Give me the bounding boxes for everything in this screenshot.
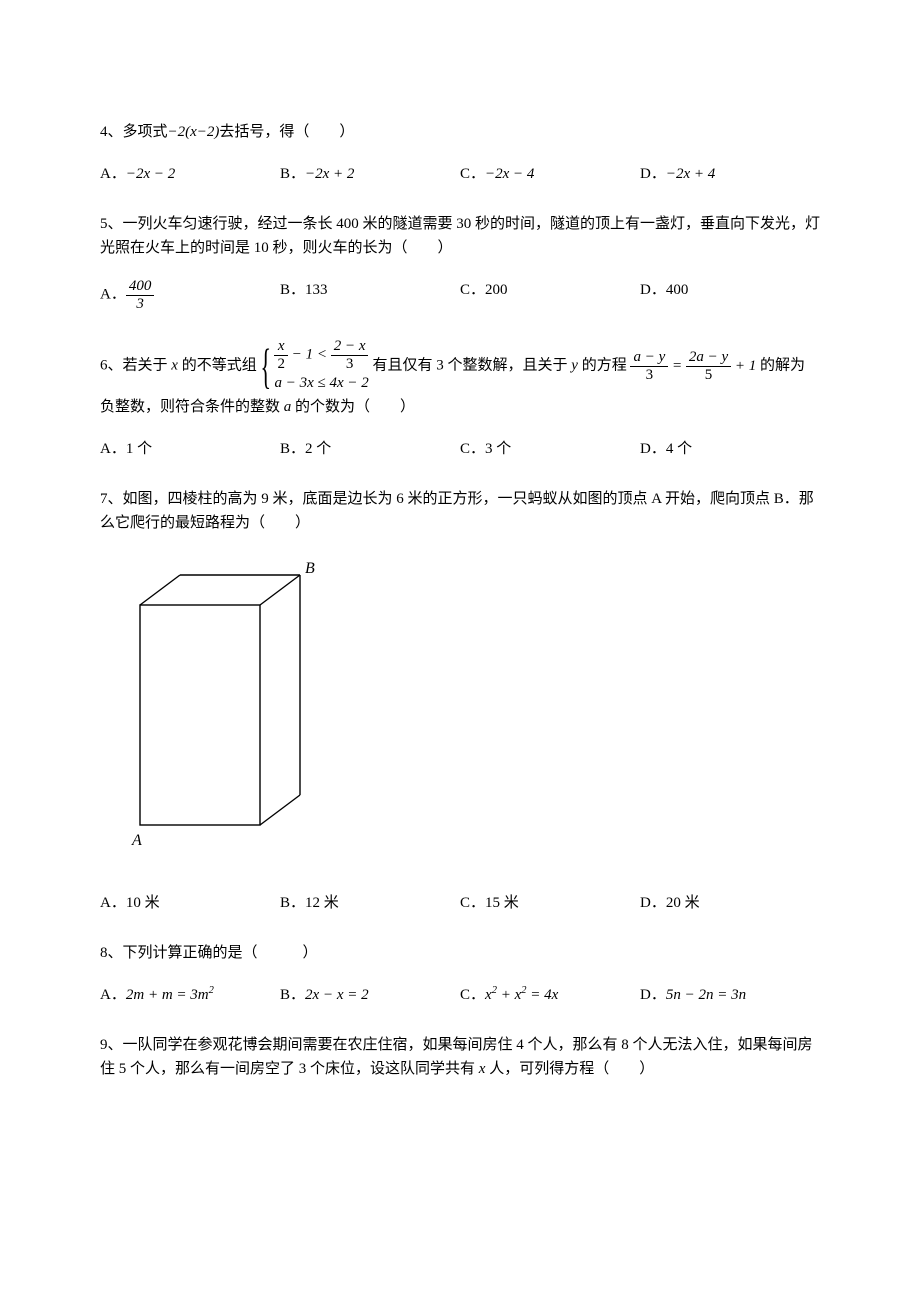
q6-eq-tail: + 1 <box>731 358 756 374</box>
q8-option-d: D．5n − 2n = 3n <box>640 983 820 1007</box>
q5-b-label: B． <box>280 282 305 298</box>
q6-mid3: 的方程 <box>578 358 627 374</box>
q5-stem: 5、一列火车匀速行驶，经过一条长 400 米的隧道需要 30 秒的时间，隧道的顶… <box>100 212 820 260</box>
q5-option-d: D．400 <box>640 278 820 312</box>
q6-option-a: A．1 个 <box>100 437 280 461</box>
q4-option-b: B．−2x + 2 <box>280 162 460 186</box>
q8-b-expr: 2x − x = 2 <box>305 987 369 1003</box>
q4-b-label: B． <box>280 166 305 182</box>
q4-option-d: D．−2x + 4 <box>640 162 820 186</box>
q5-d-label: D． <box>640 282 666 298</box>
q6-r1-rnum: 2 − x <box>331 338 369 356</box>
q4-stem-post: 去括号，得（ ） <box>219 124 354 140</box>
question-5: 5、一列火车匀速行驶，经过一条长 400 米的隧道需要 30 秒的时间，隧道的顶… <box>100 212 820 312</box>
q6-mid2: 有且仅有 3 个整数解，且关于 <box>373 358 572 374</box>
q8-c-label: C． <box>460 987 485 1003</box>
q6-y: y <box>571 358 578 374</box>
q6-stem: 6、若关于 x 的不等式组 x2 − 1 < 2 − x3 a − 3x ≤ 4… <box>100 338 820 419</box>
q6-options: A．1 个 B．2 个 C．3 个 D．4 个 <box>100 437 820 461</box>
q4-a-expr: −2x − 2 <box>126 166 175 182</box>
q8-stem: 8、下列计算正确的是（ ） <box>100 941 820 965</box>
q8-c-expr: x2 + x2 = 4x <box>485 987 558 1003</box>
q8-options: A．2m + m = 3m2 B．2x − x = 2 C．x2 + x2 = … <box>100 983 820 1007</box>
q7-figure: B A <box>120 555 800 863</box>
q6-option-b: B．2 个 <box>280 437 460 461</box>
q5-a-label: A． <box>100 286 126 302</box>
q8-option-c: C．x2 + x2 = 4x <box>460 983 640 1007</box>
q4-b-expr: −2x + 2 <box>305 166 354 182</box>
q5-d-val: 400 <box>666 282 689 298</box>
question-8: 8、下列计算正确的是（ ） A．2m + m = 3m2 B．2x − x = … <box>100 941 820 1007</box>
q6-r1-lnum: x <box>274 338 288 356</box>
q9-pre: 9、一队同学在参观花博会期间需要在农庄住宿，如果每间房住 4 个人，那么有 8 … <box>100 1037 813 1077</box>
q5-option-c: C．200 <box>460 278 640 312</box>
q6-end: 的个数为（ ） <box>291 399 415 415</box>
q6-r1-rden: 3 <box>331 356 369 373</box>
q8-option-b: B．2x − x = 2 <box>280 983 460 1007</box>
q7-options: A．10 米 B．12 米 C．15 米 D．20 米 <box>100 891 820 915</box>
q6-r1-mid: − 1 < <box>288 346 331 362</box>
q5-a-den: 3 <box>126 296 155 313</box>
q4-options: A．−2x − 2 B．−2x + 2 C．−2x − 4 D．−2x + 4 <box>100 162 820 186</box>
q4-a-label: A． <box>100 166 126 182</box>
q9-post: 人，可列得方程（ ） <box>485 1061 654 1077</box>
q6-sys-row1: x2 − 1 < 2 − x3 <box>274 338 368 372</box>
q5-b-val: 133 <box>305 282 328 298</box>
q6-pre: 6、若关于 <box>100 358 171 374</box>
q5-c-label: C． <box>460 282 485 298</box>
q4-expr: −2(x−2) <box>168 124 220 140</box>
q6-eq-lnum: a − y <box>630 349 668 367</box>
q6-eq-eq: = <box>668 358 686 374</box>
q7-option-c: C．15 米 <box>460 891 640 915</box>
question-7: 7、如图，四棱柱的高为 9 米，底面是边长为 6 米的正方形，一只蚂蚁从如图的顶… <box>100 487 820 915</box>
vertex-b-label: B <box>305 560 315 577</box>
q6-eq-lden: 3 <box>630 367 668 384</box>
q7-option-b: B．12 米 <box>280 891 460 915</box>
question-4: 4、多项式−2(x−2)去括号，得（ ） A．−2x − 2 B．−2x + 2… <box>100 120 820 186</box>
q4-c-expr: −2x − 4 <box>485 166 534 182</box>
q4-d-label: D． <box>640 166 666 182</box>
q6-option-d: D．4 个 <box>640 437 820 461</box>
q5-c-val: 200 <box>485 282 508 298</box>
q8-option-a: A．2m + m = 3m2 <box>100 983 280 1007</box>
q6-eq: a − y3 = 2a − y5 + 1 <box>630 358 760 374</box>
question-9: 9、一队同学在参观花博会期间需要在农庄住宿，如果每间房住 4 个人，那么有 8 … <box>100 1033 820 1081</box>
q6-r1-lden: 2 <box>274 356 288 373</box>
q9-stem: 9、一队同学在参观花博会期间需要在农庄住宿，如果每间房住 4 个人，那么有 8 … <box>100 1033 820 1081</box>
q4-option-a: A．−2x − 2 <box>100 162 280 186</box>
q6-eq-rden: 5 <box>686 367 731 384</box>
q4-stem: 4、多项式−2(x−2)去括号，得（ ） <box>100 120 820 144</box>
q6-sys-row2: a − 3x ≤ 4x − 2 <box>274 372 368 395</box>
q6-option-c: C．3 个 <box>460 437 640 461</box>
q8-b-label: B． <box>280 987 305 1003</box>
q6-x: x <box>171 358 178 374</box>
vertex-a-label: A <box>131 832 142 849</box>
q6-mid1: 的不等式组 <box>178 358 257 374</box>
q4-option-c: C．−2x − 4 <box>460 162 640 186</box>
q7-option-d: D．20 米 <box>640 891 820 915</box>
prism-svg: B A <box>120 555 330 855</box>
q8-a-expr: 2m + m = 3m2 <box>126 987 214 1003</box>
q5-a-frac: 4003 <box>126 278 155 312</box>
q8-a-label: A． <box>100 987 126 1003</box>
q4-d-expr: −2x + 4 <box>666 166 715 182</box>
q5-option-b: B．133 <box>280 278 460 312</box>
question-6: 6、若关于 x 的不等式组 x2 − 1 < 2 − x3 a − 3x ≤ 4… <box>100 338 820 461</box>
q6-system: x2 − 1 < 2 − x3 a − 3x ≤ 4x − 2 <box>260 338 368 395</box>
q5-option-a: A．4003 <box>100 278 280 312</box>
q7-option-a: A．10 米 <box>100 891 280 915</box>
q4-c-label: C． <box>460 166 485 182</box>
q7-stem: 7、如图，四棱柱的高为 9 米，底面是边长为 6 米的正方形，一只蚂蚁从如图的顶… <box>100 487 820 535</box>
q6-eq-rnum: 2a − y <box>686 349 731 367</box>
q4-stem-pre: 4、多项式 <box>100 124 168 140</box>
q8-d-label: D． <box>640 987 666 1003</box>
q5-a-num: 400 <box>126 278 155 296</box>
q8-d-expr: 5n − 2n = 3n <box>666 987 746 1003</box>
q5-options: A．4003 B．133 C．200 D．400 <box>100 278 820 312</box>
